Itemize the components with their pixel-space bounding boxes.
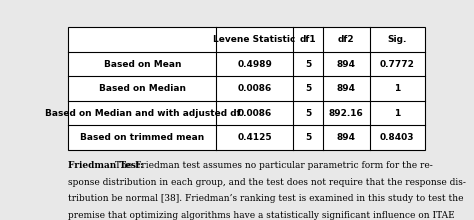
Text: 5: 5 <box>305 109 311 118</box>
Text: 894: 894 <box>337 84 356 93</box>
Text: premise that optimizing algorithms have a statistically significant influence on: premise that optimizing algorithms have … <box>68 211 455 220</box>
Text: 0.4989: 0.4989 <box>237 60 272 69</box>
Text: 0.0086: 0.0086 <box>237 84 272 93</box>
Text: 5: 5 <box>305 133 311 142</box>
Text: df1: df1 <box>300 35 316 44</box>
Text: tribution be normal [38]. Friedman’s ranking test is examined in this study to t: tribution be normal [38]. Friedman’s ran… <box>68 194 464 203</box>
Text: 892.16: 892.16 <box>329 109 364 118</box>
Text: 0.8403: 0.8403 <box>380 133 414 142</box>
Text: 5: 5 <box>305 84 311 93</box>
Text: Friedman Test:: Friedman Test: <box>68 161 144 170</box>
Text: Based on Median: Based on Median <box>99 84 186 93</box>
Text: 0.7772: 0.7772 <box>380 60 415 69</box>
Text: 894: 894 <box>337 133 356 142</box>
Text: 5: 5 <box>305 60 311 69</box>
Text: Based on Median and with adjusted df: Based on Median and with adjusted df <box>45 109 240 118</box>
Text: Sig.: Sig. <box>387 35 407 44</box>
Text: Based on Mean: Based on Mean <box>104 60 181 69</box>
Text: The Friedman test assumes no particular parametric form for the re-: The Friedman test assumes no particular … <box>112 161 433 170</box>
Text: Levene Statistic: Levene Statistic <box>213 35 296 44</box>
Text: 1: 1 <box>394 84 400 93</box>
Text: Based on trimmed mean: Based on trimmed mean <box>80 133 204 142</box>
Text: 0.0086: 0.0086 <box>237 109 272 118</box>
Text: 0.4125: 0.4125 <box>237 133 272 142</box>
Text: 1: 1 <box>394 109 400 118</box>
Text: 894: 894 <box>337 60 356 69</box>
Text: sponse distribution in each group, and the test does not require that the respon: sponse distribution in each group, and t… <box>68 178 466 187</box>
Text: df2: df2 <box>338 35 355 44</box>
